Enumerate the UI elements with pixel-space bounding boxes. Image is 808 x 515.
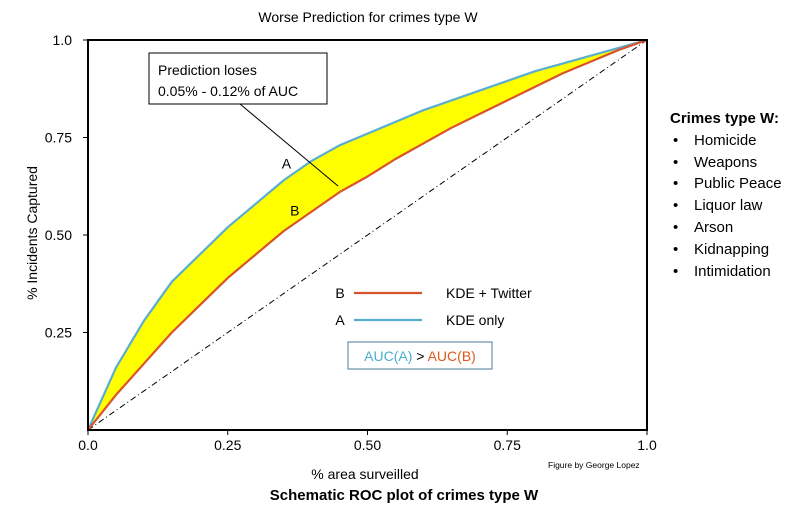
legend-label: KDE only <box>446 312 504 328</box>
auc-text: AUC(A) > AUC(B) <box>364 348 476 364</box>
callout-line-1: Prediction loses <box>158 62 257 78</box>
crime-type-item: Homicide <box>670 130 805 152</box>
axes: 0.0 0.25 0.50 0.75 1.0 0.25 0.50 0.75 1.0 <box>45 32 657 453</box>
y-tick-label: 0.25 <box>45 325 72 341</box>
callout-line-2: 0.05% - 0.12% of AUC <box>158 83 298 99</box>
legend-label: KDE + Twitter <box>446 285 532 301</box>
x-tick-label: 1.0 <box>637 437 657 453</box>
legend: B KDE + Twitter A KDE only <box>335 285 532 328</box>
side-panel-title-text: Crimes type W <box>670 110 774 127</box>
auc-box-frame <box>347 341 493 370</box>
chart-title: Worse Prediction for crimes type W <box>258 9 478 25</box>
figure-credit: Figure by George Lopez <box>548 460 640 470</box>
side-panel-title: Crimes type W: <box>670 108 805 130</box>
auc-right: AUC(B) <box>428 348 476 364</box>
crime-type-item: Public Peace <box>670 173 805 195</box>
callout: Prediction loses 0.05% - 0.12% of AUC <box>148 52 339 187</box>
side-panel: Crimes type W: Homicide Weapons Public P… <box>670 108 805 282</box>
figure-caption: Schematic ROC plot of crimes type W <box>269 487 539 504</box>
crime-type-item: Liquor law <box>670 195 805 217</box>
curve-label: B <box>290 203 299 219</box>
crime-type-item: Intimidation <box>670 261 805 283</box>
x-tick-label: 0.0 <box>78 437 98 453</box>
crime-type-list: Homicide Weapons Public Peace Liquor law… <box>670 130 805 283</box>
x-axis-label: % area surveilled <box>311 466 418 482</box>
y-axis-label: % Incidents Captured <box>24 166 40 300</box>
side-panel-title-suffix: : <box>773 110 779 127</box>
series-line-kde-twitter <box>87 38 648 431</box>
crime-type-item: Weapons <box>670 152 805 174</box>
plot-area: AB <box>86 38 648 431</box>
auc-comparison-box: AUC(A) > AUC(B) <box>347 341 493 370</box>
auc-left: AUC(A) <box>364 348 412 364</box>
callout-box <box>148 52 328 105</box>
crime-type-item: Arson <box>670 217 805 239</box>
legend-marker: A <box>335 312 345 328</box>
auc-operator: > <box>416 348 424 364</box>
x-tick-label: 0.25 <box>214 437 241 453</box>
callout-leader-line <box>239 103 339 187</box>
legend-marker: B <box>335 285 344 301</box>
series-line-kde-only <box>86 38 648 431</box>
y-tick-label: 1.0 <box>53 32 73 48</box>
random-baseline-line <box>87 39 648 431</box>
y-tick-label: 0.75 <box>45 130 72 146</box>
curve-label: A <box>282 156 292 172</box>
crime-type-item: Kidnapping <box>670 239 805 261</box>
y-tick-label: 0.50 <box>45 227 72 243</box>
x-tick-label: 0.75 <box>494 437 521 453</box>
x-tick-label: 0.50 <box>354 437 381 453</box>
